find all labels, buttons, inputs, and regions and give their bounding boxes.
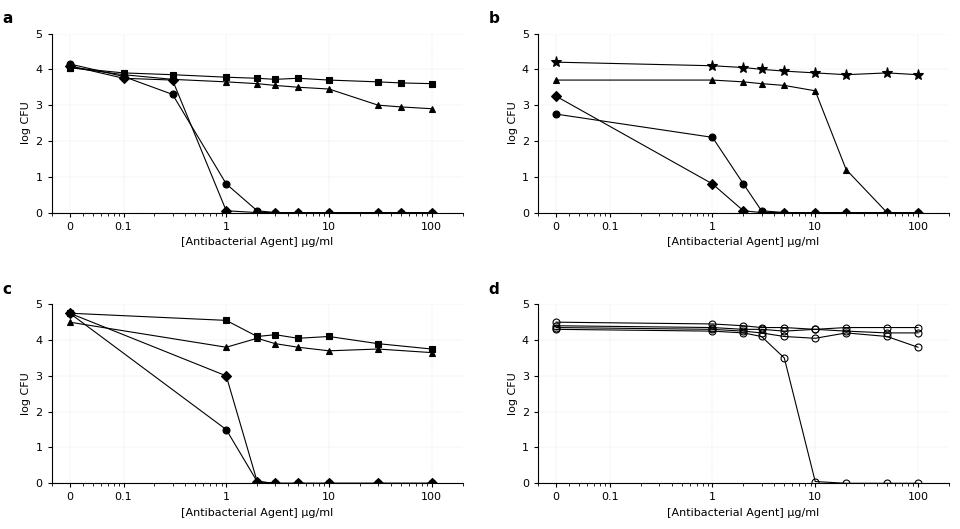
- Y-axis label: log CFU: log CFU: [508, 102, 517, 144]
- Text: d: d: [489, 282, 499, 297]
- Y-axis label: log CFU: log CFU: [21, 372, 32, 415]
- Y-axis label: log CFU: log CFU: [508, 372, 517, 415]
- Text: a: a: [2, 11, 12, 26]
- Y-axis label: log CFU: log CFU: [21, 102, 32, 144]
- X-axis label: [Antibacterial Agent] μg/ml: [Antibacterial Agent] μg/ml: [667, 237, 820, 247]
- X-axis label: [Antibacterial Agent] μg/ml: [Antibacterial Agent] μg/ml: [667, 508, 820, 518]
- X-axis label: [Antibacterial Agent] μg/ml: [Antibacterial Agent] μg/ml: [181, 237, 333, 247]
- Text: c: c: [2, 282, 12, 297]
- X-axis label: [Antibacterial Agent] μg/ml: [Antibacterial Agent] μg/ml: [181, 508, 333, 518]
- Text: b: b: [489, 11, 499, 26]
